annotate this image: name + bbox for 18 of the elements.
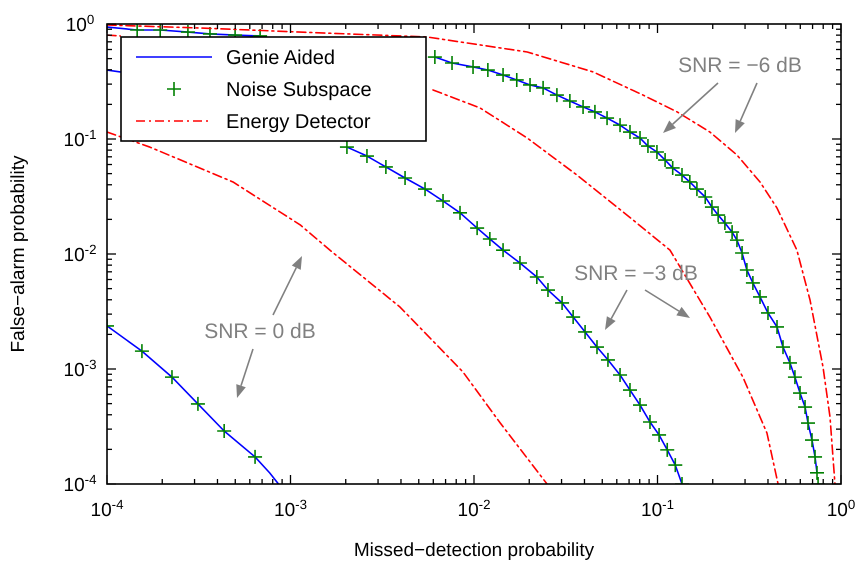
x-tick-label: 10$^{-4}$ <box>90 496 124 521</box>
legend-label: Genie Aided <box>226 47 335 69</box>
x-tick-label: 10$^{-3}$ <box>274 496 307 521</box>
x-tick-label: 10$^{-1}$ <box>641 496 674 521</box>
y-tick-label: 10$^{-1}$ <box>64 126 96 151</box>
legend-label: Energy Detector <box>226 111 371 133</box>
annotation: SNR = −6 dB <box>678 54 802 77</box>
y-tick-label: 10$^{-2}$ <box>64 242 96 266</box>
annotation: SNR = 0 dB <box>204 320 316 343</box>
y-tick-label: 10$^{0}$ <box>66 12 94 36</box>
x-tick-label: 10$^{0}$ <box>826 496 856 521</box>
x-axis-title: Missed−detection probability <box>354 540 595 561</box>
y-axis-title: False−alarm probability <box>8 155 29 352</box>
x-tick-label: 10$^{-2}$ <box>458 496 490 521</box>
annotation: SNR = −3 dB <box>574 262 698 285</box>
y-tick-label: 10$^{-3}$ <box>64 356 96 381</box>
y-tick-label: 10$^{-4}$ <box>64 472 96 496</box>
legend-label: Noise Subspace <box>226 79 372 101</box>
